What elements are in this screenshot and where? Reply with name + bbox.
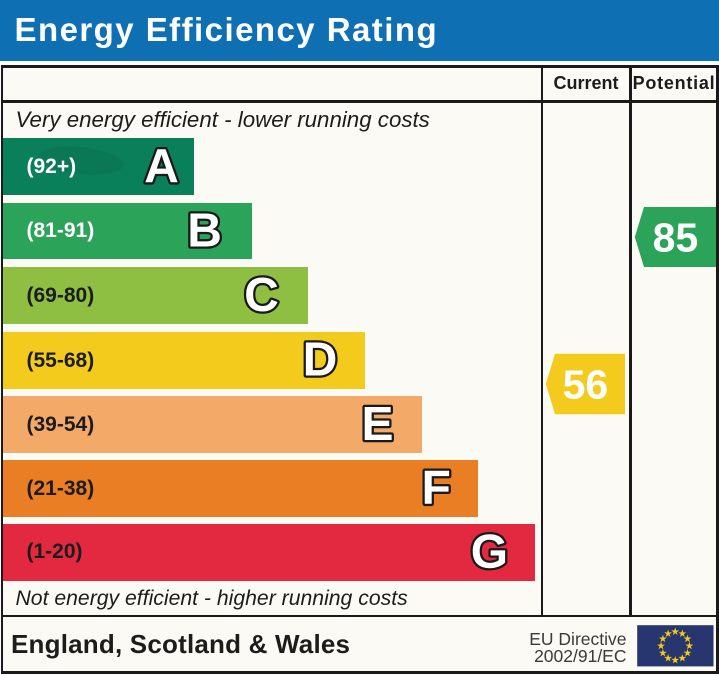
svg-text:85: 85 xyxy=(653,215,699,261)
svg-text:56: 56 xyxy=(563,362,609,408)
